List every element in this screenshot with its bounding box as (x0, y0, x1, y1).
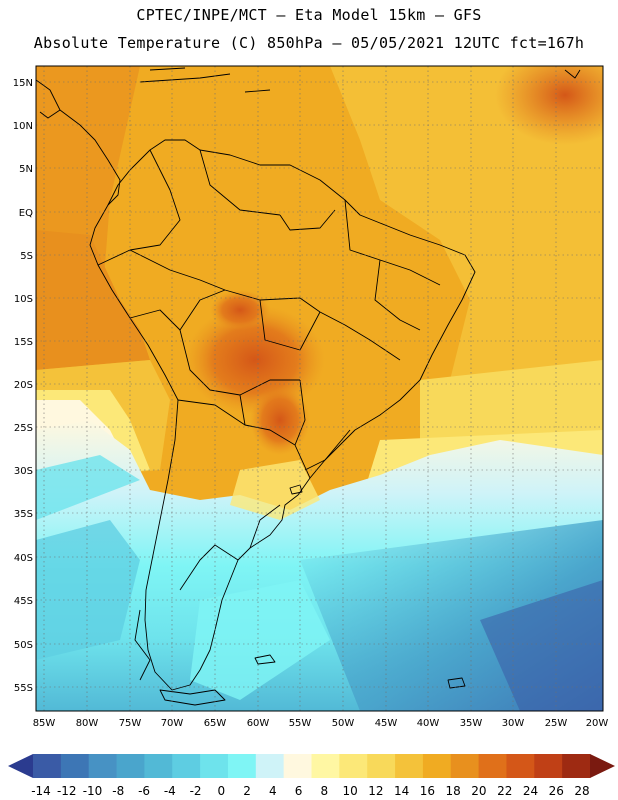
lon-label: 25W (545, 718, 568, 729)
colorbar-cell (562, 754, 591, 778)
colorbar-cell (60, 754, 90, 778)
colorbar-cell (422, 754, 452, 778)
lon-label: 55W (289, 718, 312, 729)
title-line-1: CPTEC/INPE/MCT – Eta Model 15km – GFS (136, 6, 482, 24)
colorbar-cell (227, 754, 257, 778)
lat-lon-grid (36, 66, 603, 711)
temperature-field (36, 66, 603, 711)
colorbar-label: 10 (343, 784, 358, 798)
lon-label: 80W (76, 718, 99, 729)
colorbar-label: 14 (394, 784, 409, 798)
lat-label: 20S (14, 380, 33, 391)
colorbar-label: -10 (83, 784, 103, 798)
lon-label: 30W (502, 718, 525, 729)
colorbar-label: 26 (549, 784, 564, 798)
colorbar-label: -2 (190, 784, 202, 798)
lon-label: 75W (119, 718, 142, 729)
colorbar-cell (172, 754, 201, 778)
colorbar-cell (478, 754, 507, 778)
colorbar-label: 6 (295, 784, 303, 798)
lat-label: 35S (14, 509, 33, 520)
colorbar: -14 -12 -10 -8 -6 -4 -2 0 2 4 6 8 10 12 14 16 18 20 22 24 26… (8, 754, 615, 798)
colorbar-label: 20 (471, 784, 486, 798)
lat-label: 25S (14, 423, 33, 434)
lon-label: 35W (460, 718, 483, 729)
lat-label: 50S (14, 640, 33, 651)
lon-label: 50W (332, 718, 355, 729)
colorbar-min-arrow (8, 754, 33, 778)
longitude-labels: 85W 80W 75W 70W 65W 60W 55W 50W 45W 40W … (33, 718, 609, 729)
lat-label: 45S (14, 596, 33, 607)
colorbar-cell (311, 754, 340, 778)
colorbar-label: 24 (523, 784, 538, 798)
colorbar-label: -12 (57, 784, 77, 798)
lat-label: 55S (14, 683, 33, 694)
lat-label: 30S (14, 466, 33, 477)
lon-label: 20W (586, 718, 609, 729)
lat-label: 15S (14, 337, 33, 348)
colorbar-label: -4 (164, 784, 176, 798)
lon-label: 65W (204, 718, 227, 729)
colorbar-label: -6 (138, 784, 150, 798)
lat-label: 10S (14, 294, 33, 305)
lat-label: 10N (13, 121, 33, 132)
colorbar-cell (283, 754, 312, 778)
lon-label: 70W (161, 718, 184, 729)
lon-label: 40W (417, 718, 440, 729)
colorbar-label: 22 (497, 784, 512, 798)
colorbar-label: 8 (321, 784, 329, 798)
colorbar-label: 4 (269, 784, 277, 798)
colorbar-cell (144, 754, 173, 778)
lat-label: 15N (13, 78, 33, 89)
colorbar-cell (116, 754, 145, 778)
colorbar-label: -14 (31, 784, 51, 798)
colorbar-label: -8 (112, 784, 124, 798)
lat-label: EQ (19, 208, 33, 219)
lon-label: 60W (247, 718, 270, 729)
colorbar-cell (88, 754, 118, 778)
title-line-2: Absolute Temperature (C) 850hPa – 05/05/… (33, 34, 585, 52)
colorbar-label: 12 (368, 784, 383, 798)
colorbar-cell (339, 754, 368, 778)
colorbar-cell (450, 754, 480, 778)
latitude-labels: 15N 10N 5N EQ 5S 10S 15S 20S 25S 30S 35S… (13, 78, 33, 694)
colorbar-cell (534, 754, 563, 778)
lon-label: 85W (33, 718, 56, 729)
colorbar-label: 28 (574, 784, 589, 798)
colorbar-cell (367, 754, 396, 778)
colorbar-cell (255, 754, 285, 778)
lon-label: 45W (375, 718, 398, 729)
lat-label: 5S (20, 251, 33, 262)
colorbar-label: 18 (446, 784, 461, 798)
colorbar-cell (33, 754, 62, 778)
colorbar-label: 0 (218, 784, 226, 798)
colorbar-cell (200, 754, 229, 778)
colorbar-label: 16 (420, 784, 435, 798)
colorbar-max-arrow (590, 754, 615, 778)
lat-label: 5N (19, 164, 33, 175)
coastline (36, 67, 581, 706)
lat-label: 40S (14, 553, 33, 564)
colorbar-label: 2 (243, 784, 251, 798)
colorbar-cell (506, 754, 535, 778)
colorbar-cell (395, 754, 424, 778)
map-frame (35, 65, 604, 712)
